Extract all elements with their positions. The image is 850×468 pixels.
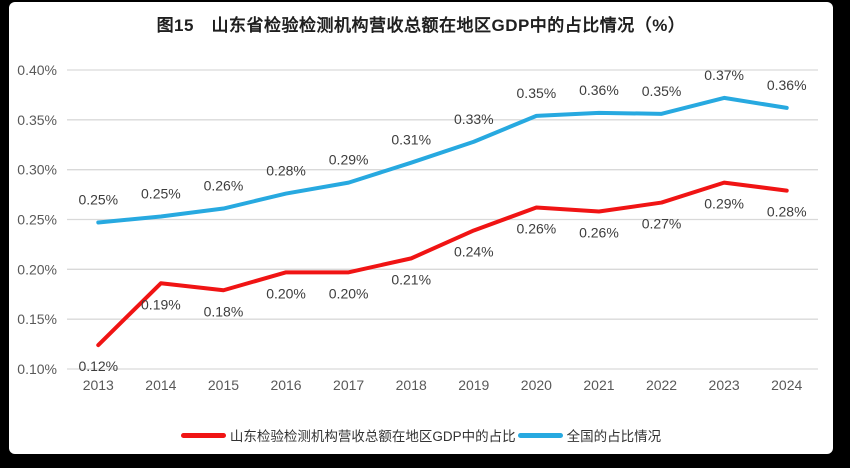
shandong-point-label: 0.26%	[517, 221, 557, 237]
x-tick-label: 2019	[458, 377, 489, 393]
shandong-point-label: 0.12%	[78, 358, 118, 374]
line-chart: 0.40% 0.35% 0.30% 0.25% 0.20% 0.15% 0.10% 2013 2…	[17, 62, 818, 393]
national-point-label: 0.33%	[454, 111, 494, 127]
shandong-point-label: 0.20%	[266, 285, 306, 301]
shandong-point-label: 0.18%	[204, 303, 244, 319]
x-tick-label: 2023	[709, 377, 740, 393]
national-point-label: 0.35%	[642, 83, 682, 99]
y-tick-label: 0.25%	[17, 212, 57, 228]
national-point-label: 0.31%	[391, 132, 431, 148]
x-tick-label: 2024	[771, 377, 802, 393]
y-tick-label: 0.40%	[17, 62, 57, 78]
chart-panel: 图15 山东省检验检测机构营收总额在地区GDP中的占比情况（%） 0.40% 0.…	[9, 2, 833, 454]
shandong-point-label: 0.26%	[579, 225, 619, 241]
legend-item-national: 全国的占比情况	[517, 425, 662, 445]
shandong-point-label: 0.24%	[454, 243, 494, 259]
x-tick-label: 2021	[583, 377, 614, 393]
national-point-label: 0.25%	[141, 186, 181, 202]
x-tick-label: 2013	[83, 377, 114, 393]
y-tick-label: 0.30%	[17, 162, 57, 178]
national-point-label: 0.35%	[517, 85, 557, 101]
shandong-point-label: 0.20%	[329, 285, 369, 301]
x-tick-label: 2018	[396, 377, 427, 393]
x-tick-label: 2015	[208, 377, 239, 393]
x-tick-label: 2022	[646, 377, 677, 393]
legend-item-shandong: 山东检验检测机构营收总额在地区GDP中的占比	[180, 425, 516, 445]
national-line	[96, 95, 789, 225]
shandong-line	[96, 180, 789, 348]
national-line-swatch	[517, 432, 563, 438]
national-point-label: 0.36%	[579, 82, 619, 98]
legend: 山东检验检测机构营收总额在地区GDP中的占比 全国的占比情况	[9, 425, 833, 445]
shandong-point-label: 0.29%	[704, 196, 744, 212]
y-tick-label: 0.15%	[17, 311, 57, 327]
x-tick-label: 2017	[333, 377, 364, 393]
shandong-point-label: 0.28%	[767, 204, 807, 220]
national-point-label: 0.28%	[266, 163, 306, 179]
legend-label-national: 全国的占比情况	[566, 429, 662, 444]
x-tick-label: 2016	[270, 377, 301, 393]
shandong-point-label: 0.27%	[642, 216, 682, 232]
national-point-label: 0.37%	[704, 67, 744, 83]
legend-label-shandong: 山东检验检测机构营收总额在地区GDP中的占比	[229, 429, 516, 444]
chart-title: 图15 山东省检验检测机构营收总额在地区GDP中的占比情况（%）	[156, 16, 686, 35]
shandong-point-label: 0.19%	[141, 296, 181, 312]
y-tick-label: 0.35%	[17, 112, 57, 128]
national-point-label: 0.36%	[767, 77, 807, 93]
national-point-label: 0.29%	[329, 152, 369, 168]
x-tick-label: 2020	[521, 377, 552, 393]
shandong-line-swatch	[180, 432, 226, 438]
national-point-label: 0.25%	[78, 191, 118, 207]
y-tick-label: 0.20%	[17, 261, 57, 277]
shandong-point-label: 0.21%	[391, 271, 431, 287]
national-point-label: 0.26%	[204, 178, 244, 194]
y-tick-label: 0.10%	[17, 361, 57, 377]
x-tick-label: 2014	[145, 377, 176, 393]
